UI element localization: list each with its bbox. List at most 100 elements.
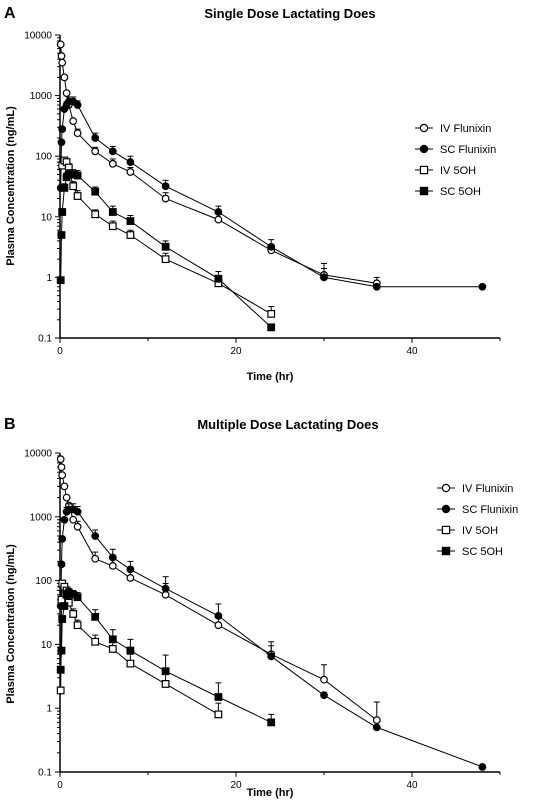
data-point	[91, 134, 100, 142]
data-point	[91, 554, 100, 563]
x-tick-label: 40	[406, 780, 418, 791]
data-point	[73, 621, 82, 630]
legend-item: IV Flunixin	[415, 123, 491, 135]
panel-b: B Multiple Dose Lactating Does Plasma Co…	[4, 416, 518, 799]
y-tick-label: 100	[35, 152, 52, 163]
data-point	[57, 138, 66, 147]
chart-title: Multiple Dose Lactating Does	[197, 417, 378, 432]
data-point	[62, 493, 71, 502]
panel-letter: B	[4, 416, 16, 433]
x-tick-label: 40	[406, 346, 418, 357]
data-point	[108, 635, 117, 644]
data-point	[60, 515, 69, 524]
data-point	[73, 507, 82, 516]
data-point	[57, 52, 66, 60]
data-point	[267, 242, 276, 251]
data-point	[91, 210, 100, 219]
data-point	[126, 659, 135, 668]
legend-marker	[419, 186, 429, 196]
data-point	[91, 532, 100, 540]
data-point	[60, 73, 69, 82]
x-tick-label: 20	[230, 346, 242, 357]
y-tick-label: 1	[46, 704, 52, 715]
data-point	[267, 309, 276, 318]
data-point	[69, 515, 78, 524]
y-axis-label: Plasma Concentration (ng/mL)	[5, 544, 17, 704]
panel-a: A Single Dose Lactating Does Plasma Conc…	[4, 5, 501, 383]
legend-marker	[441, 546, 451, 556]
data-point	[56, 276, 65, 285]
legend-marker	[441, 483, 451, 493]
data-point	[108, 561, 117, 570]
data-point	[267, 652, 276, 661]
x-tick-label: 0	[57, 780, 63, 791]
data-point	[126, 574, 135, 582]
data-point	[214, 274, 223, 283]
data-point	[214, 611, 223, 620]
data-point	[161, 667, 170, 676]
data-point	[62, 89, 71, 97]
legend-marker	[419, 144, 429, 154]
data-point	[69, 182, 78, 191]
data-point	[161, 680, 170, 688]
series-line	[60, 101, 483, 288]
y-tick-label: 0.1	[38, 768, 52, 779]
data-point	[214, 693, 223, 701]
data-point	[91, 187, 100, 196]
data-point	[267, 718, 276, 727]
data-point	[161, 584, 170, 593]
data-point	[372, 716, 381, 725]
series-iv-5oh	[58, 156, 276, 318]
data-point	[214, 621, 223, 630]
data-point	[73, 522, 82, 531]
data-point	[108, 147, 117, 156]
data-point	[108, 222, 117, 231]
legend: IV Flunixin SC Flunixin IV 5OH SC 5OH	[437, 483, 518, 558]
data-point	[57, 463, 66, 472]
data-point	[58, 125, 67, 134]
data-point	[73, 101, 82, 109]
data-point	[320, 273, 328, 282]
data-point	[214, 215, 223, 224]
y-tick-label: 1000	[30, 91, 53, 102]
data-point	[161, 242, 170, 251]
data-point	[73, 192, 82, 200]
data-point	[69, 610, 78, 618]
data-point	[56, 665, 65, 674]
y-tick-label: 10	[41, 640, 53, 651]
chart-title: Single Dose Lactating Does	[204, 6, 375, 21]
x-tick-label: 0	[57, 346, 63, 357]
data-point	[126, 231, 135, 239]
x-tick-label: 20	[230, 780, 242, 791]
legend-item: IV Flunixin	[437, 483, 513, 495]
data-point	[126, 565, 135, 574]
data-point	[57, 231, 66, 239]
y-tick-label: 10000	[24, 449, 52, 460]
data-point	[108, 553, 117, 562]
y-tick-label: 0.1	[38, 334, 52, 345]
series-sc-5oh	[56, 169, 276, 332]
data-point	[320, 691, 328, 700]
data-point	[73, 593, 82, 602]
legend-label: SC Flunixin	[440, 144, 496, 156]
data-point	[126, 158, 135, 166]
series-sc-flunixin	[56, 96, 487, 291]
data-point	[58, 535, 67, 543]
series-iv-flunixin	[56, 40, 381, 288]
data-point	[58, 58, 67, 67]
legend-label: IV Flunixin	[440, 123, 491, 135]
x-axis-label: Time (hr)	[247, 371, 294, 383]
series-iv-5oh	[56, 579, 223, 719]
data-point	[126, 168, 135, 176]
legend-item: SC 5OH	[415, 186, 481, 198]
data-point	[161, 255, 170, 264]
data-point	[56, 686, 65, 695]
data-point	[91, 612, 100, 621]
data-point	[91, 637, 100, 646]
data-point	[161, 182, 170, 191]
data-point	[214, 208, 223, 216]
legend-item: IV 5OH	[415, 165, 476, 177]
data-point	[73, 129, 82, 138]
y-axis-label: Plasma Concentration (ng/mL)	[5, 106, 17, 266]
series-line	[60, 459, 378, 721]
